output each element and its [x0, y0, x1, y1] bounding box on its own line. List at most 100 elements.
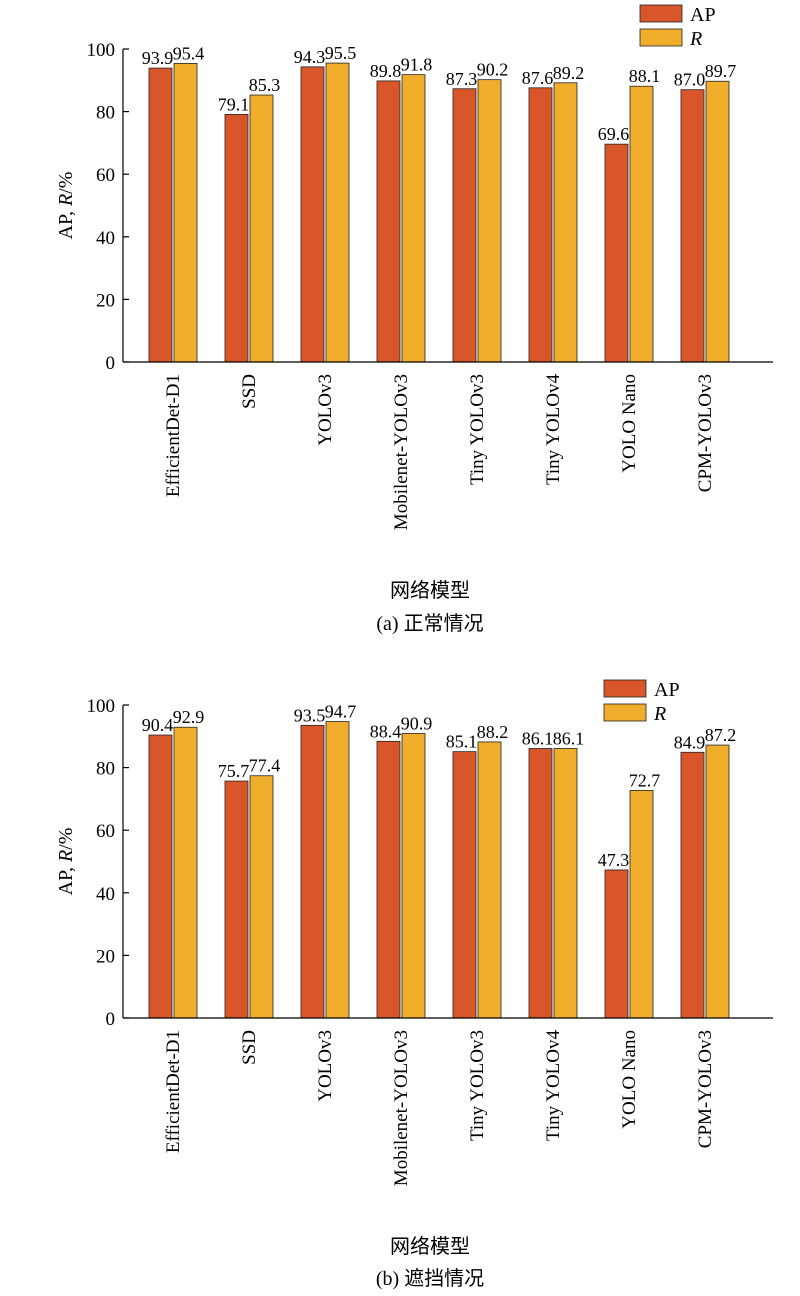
bar-r-2	[325, 721, 350, 1019]
bar-r-7	[705, 744, 730, 1019]
bar-ap-2	[300, 724, 325, 1019]
bar-ap-4	[452, 88, 477, 363]
category-label-6: YOLO Nano	[619, 1030, 640, 1129]
bar-ap-6	[604, 143, 629, 363]
bar-ap-1	[224, 780, 249, 1019]
y-tick-label-2: 40	[96, 228, 115, 249]
x-axis-title: 网络模型	[390, 579, 470, 602]
data-label-r-1: 85.3	[249, 75, 281, 95]
data-label-ap-0: 93.9	[142, 48, 174, 68]
y-axis-title-italic: R	[55, 194, 77, 207]
data-label-r-0: 95.4	[173, 43, 205, 63]
category-label-7: CPM-YOLOv3	[695, 1030, 716, 1148]
category-label-0: EfficientDet-D1	[163, 374, 184, 497]
y-tick-label-5: 100	[87, 696, 116, 717]
legend: APR	[603, 679, 680, 725]
legend-label-r: R	[689, 28, 702, 50]
bar-ap-6	[604, 869, 629, 1019]
chart-panel-a: 93.9 95.4 EfficientDet-D1 79.185.3 SSD 94.3 95…	[55, 4, 773, 635]
data-label-ap-1: 75.7	[218, 761, 250, 781]
data-label-r-5: 86.1	[553, 729, 585, 749]
data-label-ap-4: 85.1	[446, 732, 478, 752]
data-label-r-6: 88.1	[629, 66, 661, 86]
bar-r-3	[401, 74, 426, 363]
data-label-r-3: 90.9	[401, 713, 433, 733]
data-label-r-2: 95.5	[325, 43, 357, 63]
category-label-3: Mobilenet-YOLOv3	[391, 1030, 412, 1186]
data-label-r-7: 89.7	[705, 61, 737, 81]
chart-panel-b: 90.4 92.9 EfficientDet-D1 75.7 77.4 SSD 93.5 94…	[55, 679, 773, 1290]
data-label-ap-0: 90.4	[142, 715, 174, 735]
bar-r-1	[249, 94, 274, 363]
bar-ap-5	[528, 748, 553, 1019]
y-axis-title-suffix: /%	[55, 172, 77, 194]
category-label-5: Tiny YOLOv4	[543, 374, 564, 486]
bar-r-6	[629, 790, 654, 1019]
y-tick-label-2: 40	[96, 884, 115, 905]
category-label-1: SSD	[239, 1030, 260, 1065]
bar-r-4	[477, 79, 502, 363]
category-label-2: YOLOv3	[315, 374, 336, 446]
category-label-5: Tiny YOLOv4	[543, 1030, 564, 1142]
y-axis-title-italic: R	[55, 850, 77, 863]
bar-ap-3	[376, 80, 401, 363]
bar-r-2	[325, 62, 350, 363]
category-label-3: Mobilenet-YOLOv3	[391, 374, 412, 530]
y-tick-label-0: 0	[106, 353, 116, 374]
data-label-ap-6: 69.6	[598, 124, 630, 144]
category-label-1: SSD	[239, 374, 260, 409]
y-tick-label-4: 80	[96, 759, 115, 780]
legend-label-r: R	[653, 703, 666, 725]
data-label-ap-4: 87.3	[446, 69, 478, 89]
data-label-ap-7: 84.9	[674, 732, 706, 752]
bar-r-0	[173, 726, 198, 1019]
bar-r-4	[477, 741, 502, 1019]
legend-swatch-r	[639, 28, 683, 47]
bar-ap-5	[528, 87, 553, 363]
y-axis-title: AP, R/%	[55, 172, 77, 240]
data-label-ap-3: 88.4	[370, 721, 402, 741]
category-label-7: CPM-YOLOv3	[695, 374, 716, 492]
data-label-r-3: 91.8	[401, 55, 433, 75]
data-label-ap-5: 86.1	[522, 729, 554, 749]
bar-r-1	[249, 775, 274, 1019]
legend-label-ap: AP	[654, 679, 680, 701]
bar-ap-2	[300, 66, 325, 363]
bar-ap-7	[680, 89, 705, 363]
category-label-4: Tiny YOLOv3	[467, 374, 488, 485]
bar-ap-3	[376, 740, 401, 1019]
y-tick-label-3: 60	[96, 821, 115, 842]
data-label-ap-5: 87.6	[522, 68, 554, 88]
bar-ap-0	[148, 734, 173, 1019]
category-label-0: EfficientDet-D1	[163, 1030, 184, 1153]
bar-r-7	[705, 80, 730, 363]
y-tick-label-1: 20	[96, 290, 115, 311]
data-label-ap-6: 47.3	[598, 850, 630, 870]
legend-swatch-ap	[603, 679, 647, 698]
bar-ap-7	[680, 751, 705, 1019]
legend-swatch-r	[603, 703, 647, 722]
y-tick-label-5: 100	[87, 40, 116, 61]
bar-r-0	[173, 62, 198, 363]
data-label-r-4: 90.2	[477, 60, 509, 80]
y-axis-title-prefix: AP,	[55, 206, 77, 239]
data-label-r-1: 77.4	[249, 756, 281, 776]
bar-r-6	[629, 85, 654, 363]
data-label-r-7: 87.2	[705, 725, 737, 745]
data-label-r-2: 94.7	[325, 702, 357, 722]
y-tick-label-4: 80	[96, 103, 115, 124]
bar-r-5	[553, 748, 578, 1019]
bar-ap-0	[148, 67, 173, 363]
category-label-4: Tiny YOLOv3	[467, 1030, 488, 1141]
x-axis-title: 网络模型	[390, 1235, 470, 1258]
data-label-ap-1: 79.1	[218, 94, 250, 114]
bar-ap-1	[224, 114, 249, 363]
data-label-r-4: 88.2	[477, 722, 509, 742]
data-label-ap-3: 89.8	[370, 61, 402, 81]
y-axis-title-suffix: /%	[55, 828, 77, 850]
y-axis-title-prefix: AP,	[55, 862, 77, 895]
y-tick-label-0: 0	[106, 1009, 116, 1030]
bar-r-5	[553, 82, 578, 363]
data-label-r-5: 89.2	[553, 63, 585, 83]
